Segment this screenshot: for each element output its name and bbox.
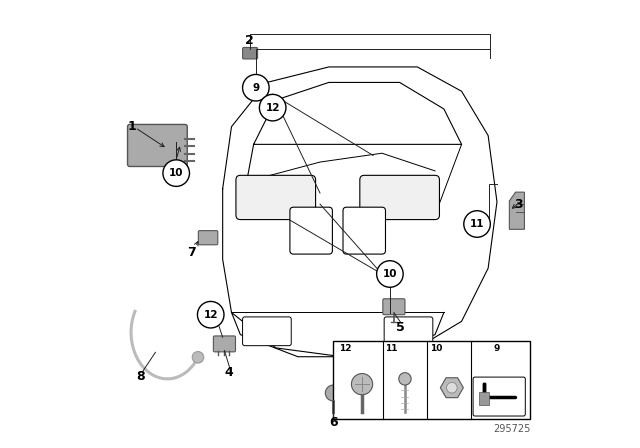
Text: 11: 11 [470, 219, 484, 229]
Circle shape [447, 383, 457, 393]
Text: 12: 12 [339, 344, 352, 353]
FancyBboxPatch shape [384, 317, 433, 346]
Text: 10: 10 [383, 269, 397, 279]
Circle shape [192, 352, 204, 363]
Text: 1: 1 [127, 120, 136, 133]
FancyBboxPatch shape [360, 175, 440, 220]
Text: 9: 9 [494, 344, 500, 353]
FancyBboxPatch shape [243, 317, 291, 346]
Text: 12: 12 [266, 103, 280, 112]
Circle shape [163, 160, 189, 186]
Circle shape [325, 385, 341, 401]
Circle shape [243, 74, 269, 101]
Text: 8: 8 [136, 370, 145, 383]
Circle shape [376, 261, 403, 287]
Text: 10: 10 [429, 344, 442, 353]
Circle shape [399, 373, 411, 385]
Bar [479, 392, 489, 405]
Circle shape [464, 211, 490, 237]
Text: 2: 2 [245, 34, 253, 47]
Text: 5: 5 [396, 322, 405, 335]
Text: 4: 4 [225, 366, 234, 379]
FancyBboxPatch shape [127, 125, 188, 167]
FancyBboxPatch shape [383, 299, 405, 314]
Circle shape [351, 374, 372, 395]
Text: 10: 10 [169, 168, 184, 178]
Bar [333, 341, 530, 419]
FancyBboxPatch shape [236, 175, 316, 220]
Text: 6: 6 [329, 416, 337, 429]
Text: 9: 9 [252, 83, 259, 93]
FancyBboxPatch shape [213, 336, 236, 352]
Circle shape [198, 302, 224, 328]
Text: 12: 12 [204, 310, 218, 320]
FancyBboxPatch shape [343, 207, 385, 254]
FancyBboxPatch shape [198, 231, 218, 245]
FancyBboxPatch shape [290, 207, 332, 254]
Text: 11: 11 [385, 344, 397, 353]
FancyBboxPatch shape [473, 377, 525, 416]
Text: 7: 7 [188, 246, 196, 259]
Circle shape [259, 95, 286, 121]
Text: 3: 3 [514, 198, 522, 211]
Polygon shape [509, 192, 524, 229]
FancyBboxPatch shape [243, 47, 258, 59]
Text: 295725: 295725 [493, 424, 530, 434]
